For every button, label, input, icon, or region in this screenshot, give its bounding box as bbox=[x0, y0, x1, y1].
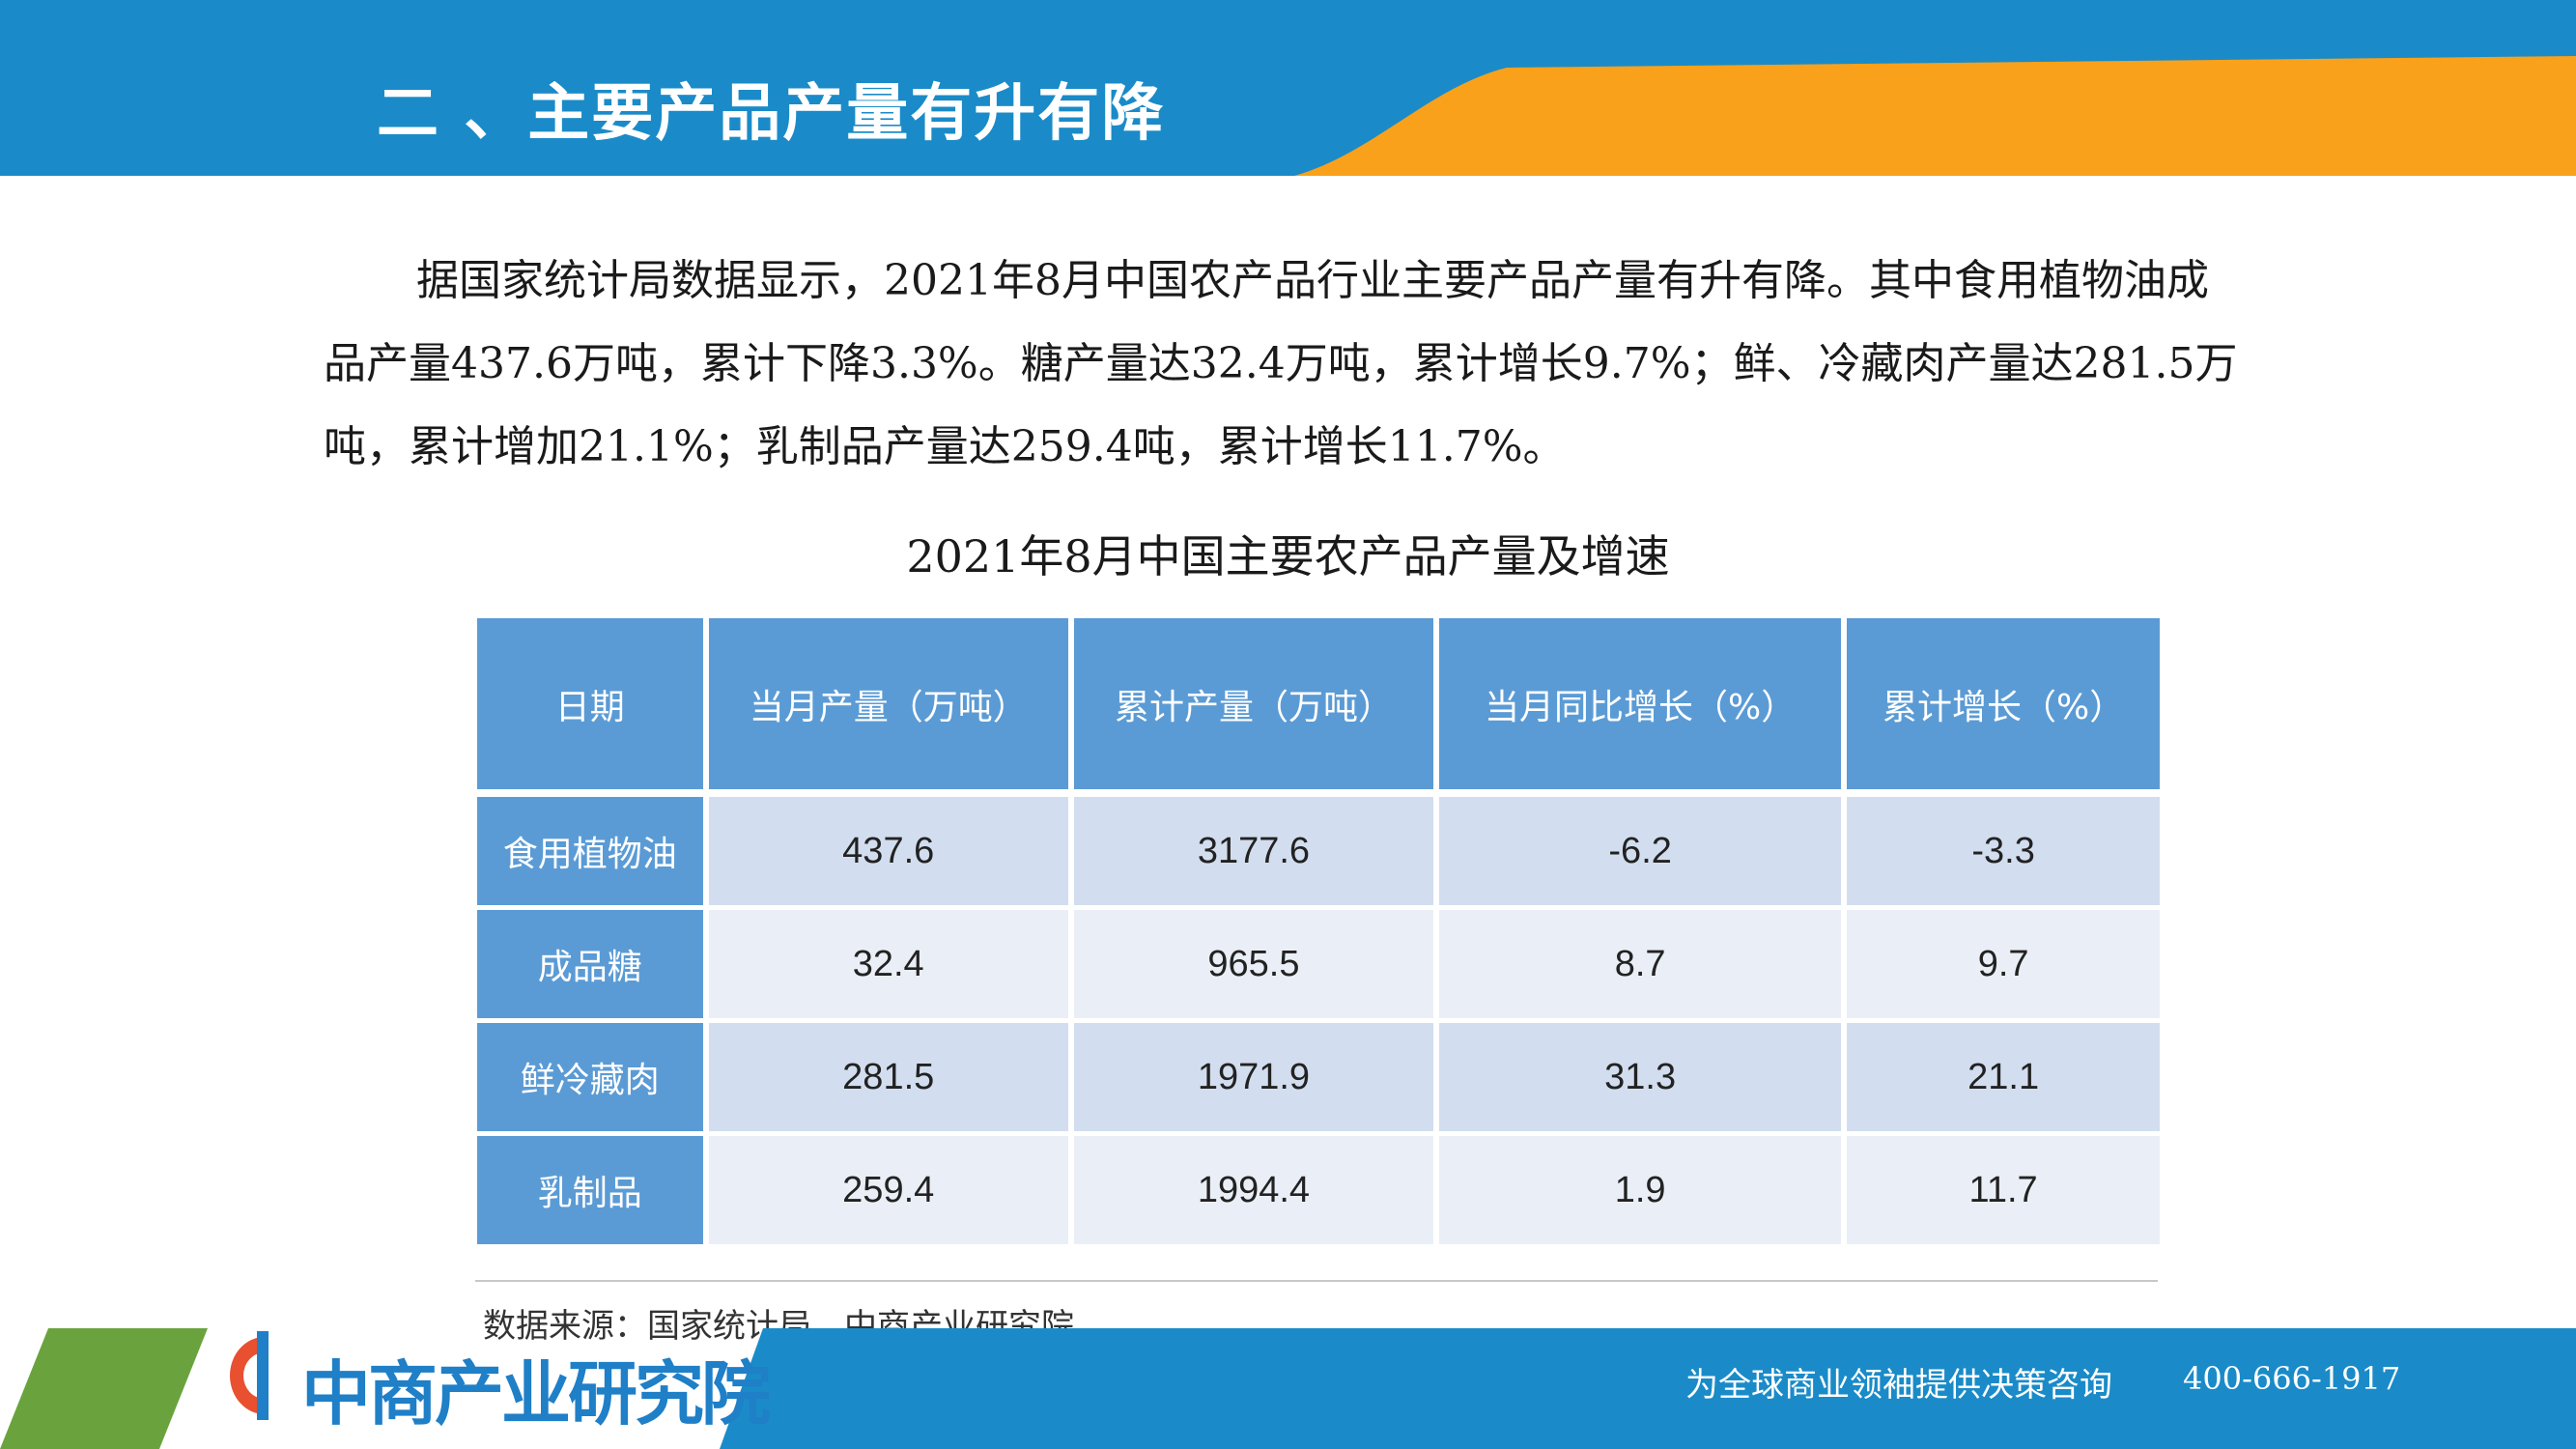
row-label: 鲜冷藏肉 bbox=[477, 1023, 703, 1136]
header-monthly-output: 当月产量（万吨） bbox=[708, 618, 1068, 797]
cell-cumulative-growth: 11.7 bbox=[1847, 1136, 2160, 1249]
footer-slogan: 为全球商业领袖提供决策咨询 bbox=[1685, 1366, 2112, 1405]
cell-cumulative-growth: 21.1 bbox=[1847, 1023, 2160, 1136]
cell-monthly-yoy: 1.9 bbox=[1439, 1136, 1842, 1249]
row-label: 食用植物油 bbox=[477, 797, 703, 910]
cell-cumulative-growth: -3.3 bbox=[1847, 797, 2160, 910]
cell-cumulative-output: 3177.6 bbox=[1073, 797, 1434, 910]
cell-cumulative-output: 1994.4 bbox=[1073, 1136, 1434, 1249]
header-date: 日期 bbox=[477, 618, 703, 797]
header-monthly-yoy: 当月同比增长（%） bbox=[1439, 618, 1842, 797]
cell-cumulative-growth: 9.7 bbox=[1847, 910, 2160, 1023]
cell-monthly-output: 32.4 bbox=[708, 910, 1068, 1023]
slide-title: 二 、主要产品产量有升有降 bbox=[377, 78, 1166, 150]
table-row: 食用植物油 437.6 3177.6 -6.2 -3.3 bbox=[477, 797, 2160, 910]
row-label: 乳制品 bbox=[477, 1136, 703, 1249]
cell-monthly-output: 281.5 bbox=[708, 1023, 1068, 1136]
table-row: 鲜冷藏肉 281.5 1971.9 31.3 21.1 bbox=[477, 1023, 2160, 1136]
footer-phone: 400-666-1917 bbox=[2183, 1360, 2401, 1397]
row-label: 成品糖 bbox=[477, 910, 703, 1023]
table-row: 乳制品 259.4 1994.4 1.9 11.7 bbox=[477, 1136, 2160, 1249]
intro-paragraph: 据国家统计局数据显示，2021年8月中国农产品行业主要产品产量有升有降。其中食用… bbox=[324, 256, 2238, 471]
cell-cumulative-output: 965.5 bbox=[1073, 910, 1434, 1023]
askci-logo-icon bbox=[230, 1331, 269, 1420]
footer-bar bbox=[0, 1328, 2576, 1449]
cell-monthly-yoy: 31.3 bbox=[1439, 1023, 1842, 1136]
footer-background bbox=[0, 1328, 2576, 1449]
table-title: 2021年8月中国主要农产品产量及增速 bbox=[906, 530, 1670, 582]
table-header-row: 日期 当月产量（万吨） 累计产量（万吨） 当月同比增长（%） 累计增长（%） bbox=[477, 618, 2160, 797]
divider bbox=[475, 1280, 2158, 1282]
cell-monthly-output: 437.6 bbox=[708, 797, 1068, 910]
cell-monthly-yoy: 8.7 bbox=[1439, 910, 1842, 1023]
cell-monthly-yoy: -6.2 bbox=[1439, 797, 1842, 910]
logo-text: 中商产业研究院 bbox=[301, 1353, 771, 1435]
production-table: 日期 当月产量（万吨） 累计产量（万吨） 当月同比增长（%） 累计增长（%） 食… bbox=[471, 618, 2166, 1249]
cell-monthly-output: 259.4 bbox=[708, 1136, 1068, 1249]
header-cumulative-output: 累计产量（万吨） bbox=[1073, 618, 1434, 797]
askci-logo: 中商产业研究院 bbox=[226, 1331, 771, 1435]
header-background bbox=[0, 0, 2576, 176]
header-bar: 二 、主要产品产量有升有降 bbox=[0, 0, 2576, 176]
header-cumulative-growth: 累计增长（%） bbox=[1847, 618, 2160, 797]
table-row: 成品糖 32.4 965.5 8.7 9.7 bbox=[477, 910, 2160, 1023]
cell-cumulative-output: 1971.9 bbox=[1073, 1023, 1434, 1136]
